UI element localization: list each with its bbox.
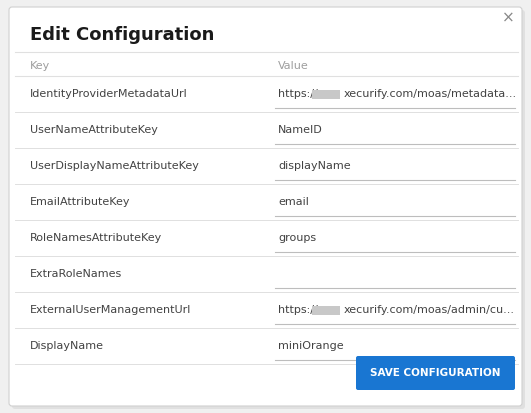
- Text: RoleNamesAttributeKey: RoleNamesAttributeKey: [30, 233, 162, 243]
- Text: xecurify.com/moas/admin/cu...: xecurify.com/moas/admin/cu...: [344, 305, 515, 315]
- Text: https://: https://: [278, 305, 318, 315]
- Text: miniOrange: miniOrange: [278, 341, 344, 351]
- Text: https://: https://: [278, 89, 318, 99]
- Text: xecurify.com/moas/metadata...: xecurify.com/moas/metadata...: [344, 89, 517, 99]
- Text: UserNameAttributeKey: UserNameAttributeKey: [30, 125, 158, 135]
- Text: Edit Configuration: Edit Configuration: [30, 26, 215, 44]
- Text: ExtraRoleNames: ExtraRoleNames: [30, 269, 122, 279]
- Text: ExternalUserManagementUrl: ExternalUserManagementUrl: [30, 305, 191, 315]
- Text: DisplayName: DisplayName: [30, 341, 104, 351]
- Bar: [312, 306, 340, 315]
- FancyBboxPatch shape: [356, 356, 515, 390]
- Text: Value: Value: [278, 61, 309, 71]
- Text: ×: ×: [502, 10, 515, 26]
- Text: displayName: displayName: [278, 161, 350, 171]
- Text: SAVE CONFIGURATION: SAVE CONFIGURATION: [370, 368, 501, 378]
- Text: email: email: [278, 197, 309, 207]
- Text: Key: Key: [30, 61, 50, 71]
- FancyBboxPatch shape: [12, 10, 525, 409]
- Bar: [312, 90, 340, 98]
- Text: EmailAttributeKey: EmailAttributeKey: [30, 197, 131, 207]
- Text: groups: groups: [278, 233, 316, 243]
- FancyBboxPatch shape: [9, 7, 522, 406]
- Text: UserDisplayNameAttributeKey: UserDisplayNameAttributeKey: [30, 161, 199, 171]
- Text: IdentityProviderMetadataUrl: IdentityProviderMetadataUrl: [30, 89, 188, 99]
- Text: NameID: NameID: [278, 125, 323, 135]
